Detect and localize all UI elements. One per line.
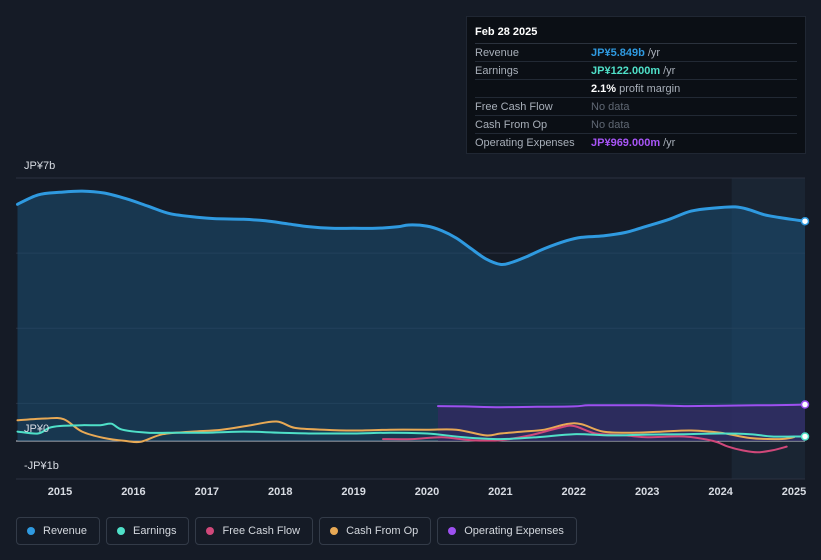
legend-dot-icon [27,527,35,535]
hover-tooltip: Feb 28 2025 Revenue JP¥5.849b /yr Earnin… [466,16,806,154]
tooltip-row-profit-margin: 2.1% profit margin [475,80,797,98]
y-tick-top: JP¥7b [24,160,56,172]
revenue-line [16,189,807,267]
tooltip-unit: /yr [663,136,676,149]
x-tick-label: 2023 [635,486,659,498]
x-tick-label: 2015 [48,486,72,498]
tooltip-unit: /yr [663,64,676,77]
legend-cash-from-op[interactable]: Cash From Op [319,517,432,545]
series-areas [17,191,805,441]
tooltip-row-free-cash-flow: Free Cash Flow No data [475,98,797,116]
tooltip-row-revenue: Revenue JP¥5.849b /yr [475,44,797,62]
earnings-end-dot [800,432,810,441]
cash-from-op-line [16,416,795,444]
y-tick-zero: JP¥0 [24,423,50,435]
tooltip-label: Revenue [475,46,520,59]
x-tick-label: 2017 [195,486,219,498]
tooltip-label: Earnings [475,64,519,77]
x-tick-label: 2024 [708,486,733,498]
series-end-markers [800,216,810,441]
x-tick-label: 2021 [488,486,512,498]
legend-dot-icon [206,527,215,535]
tooltip-row-cash-from-op: Cash From Op No data [475,116,797,134]
x-tick-label: 2025 [782,486,806,498]
legend-label: Revenue [43,525,88,537]
x-tick-label: 2016 [121,486,145,498]
tooltip-value: JP¥5.849b [591,46,645,59]
tooltip-value: No data [591,118,630,131]
legend-dot-icon [117,527,126,535]
tooltip-row-operating-expenses: Operating Expenses JP¥969.000m /yr [475,134,797,151]
series-lines [16,189,807,454]
y-tick-bottom: -JP¥1b [24,460,59,472]
tooltip-value: JP¥122.000m [591,64,661,77]
tooltip-date: Feb 28 2025 [475,23,797,44]
tooltip-row-earnings: Earnings JP¥122.000m /yr [475,62,797,80]
earnings-line [16,422,806,441]
legend-label: Earnings [133,525,177,537]
tooltip-label: Cash From Op [475,118,548,131]
revenue-end-dot [800,216,810,226]
tooltip-value: No data [591,100,630,113]
legend-label: Free Cash Flow [222,525,301,537]
x-tick-label: 2020 [415,486,439,498]
tooltip-label: Free Cash Flow [475,100,553,113]
legend-earnings[interactable]: Earnings [106,517,190,545]
operating-expenses-end-dot [800,400,810,409]
legend-dot-icon [330,527,339,535]
legend-free-cash-flow[interactable]: Free Cash Flow [195,517,314,545]
x-tick-label: 2019 [341,486,365,498]
tooltip-unit: /yr [647,46,661,59]
tooltip-value: JP¥969.000m [591,136,661,149]
x-tick-label: 2018 [268,486,292,498]
revenue-area [17,191,805,441]
operating-expenses-line [437,403,806,409]
legend-revenue[interactable]: Revenue [16,517,101,545]
x-axis-ticks: 2015 2016 2017 2018 2019 2020 2021 2022 2023 2024… [48,486,806,498]
tooltip-value: 2.1% [591,82,617,95]
tooltip-label: Operating Expenses [475,136,575,149]
legend-label: Cash From Op [346,525,419,537]
legend-dot-icon [448,527,457,535]
legend-operating-expenses[interactable]: Operating Expenses [437,517,577,545]
tooltip-unit: profit margin [619,82,681,95]
chart-legend: Revenue Earnings Free Cash Flow Cash Fro… [16,517,577,545]
x-tick-label: 2022 [562,486,586,498]
legend-label: Operating Expenses [464,525,564,537]
